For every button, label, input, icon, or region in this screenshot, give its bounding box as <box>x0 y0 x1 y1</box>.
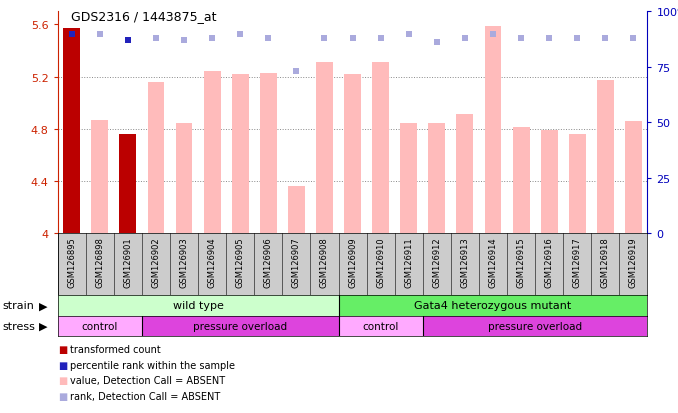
Text: stress: stress <box>2 321 35 331</box>
Text: ▶: ▶ <box>39 301 48 311</box>
Text: GSM126901: GSM126901 <box>123 236 132 287</box>
Bar <box>338 295 647 316</box>
Text: transformed count: transformed count <box>70 344 161 354</box>
Text: ■: ■ <box>58 344 67 354</box>
Bar <box>372 63 389 233</box>
Text: GSM126909: GSM126909 <box>348 236 357 287</box>
Text: ■: ■ <box>58 375 67 385</box>
Bar <box>148 83 164 233</box>
Text: GSM126906: GSM126906 <box>264 236 273 287</box>
Bar <box>176 124 193 233</box>
Bar <box>203 72 220 233</box>
Text: GSM126895: GSM126895 <box>67 236 76 287</box>
Bar <box>423 316 647 337</box>
Bar <box>119 135 136 233</box>
Text: value, Detection Call = ABSENT: value, Detection Call = ABSENT <box>70 375 225 385</box>
Text: GSM126918: GSM126918 <box>601 236 610 287</box>
Text: GSM126905: GSM126905 <box>236 236 245 287</box>
Text: GSM126911: GSM126911 <box>404 236 413 287</box>
Bar <box>625 121 642 233</box>
Text: control: control <box>363 321 399 331</box>
Bar <box>142 316 338 337</box>
Text: GSM126919: GSM126919 <box>629 236 638 287</box>
Bar <box>485 27 502 233</box>
Text: GDS2316 / 1443875_at: GDS2316 / 1443875_at <box>71 10 217 23</box>
Text: rank, Detection Call = ABSENT: rank, Detection Call = ABSENT <box>70 391 220 401</box>
Bar <box>58 316 142 337</box>
Bar <box>92 120 108 233</box>
Bar <box>569 135 586 233</box>
Text: Gata4 heterozygous mutant: Gata4 heterozygous mutant <box>414 301 572 311</box>
Text: control: control <box>81 321 118 331</box>
Bar <box>338 316 423 337</box>
Text: GSM126913: GSM126913 <box>460 236 469 287</box>
Text: ▶: ▶ <box>39 321 48 331</box>
Bar <box>316 63 333 233</box>
Text: GSM126908: GSM126908 <box>320 236 329 287</box>
Bar <box>260 74 277 233</box>
Text: wild type: wild type <box>173 301 224 311</box>
Text: percentile rank within the sample: percentile rank within the sample <box>70 360 235 370</box>
Text: GSM126916: GSM126916 <box>544 236 554 287</box>
Text: ■: ■ <box>58 360 67 370</box>
Bar <box>513 128 530 233</box>
Text: GSM126914: GSM126914 <box>489 236 498 287</box>
Bar <box>456 115 473 233</box>
Text: GSM126912: GSM126912 <box>433 236 441 287</box>
Bar <box>58 295 338 316</box>
Text: GSM126910: GSM126910 <box>376 236 385 287</box>
Bar <box>541 131 557 233</box>
Bar <box>344 75 361 233</box>
Text: pressure overload: pressure overload <box>488 321 582 331</box>
Bar <box>428 124 445 233</box>
Bar <box>63 29 80 233</box>
Bar <box>597 81 614 233</box>
Text: GSM126903: GSM126903 <box>180 236 188 287</box>
Text: GSM126917: GSM126917 <box>573 236 582 287</box>
Text: strain: strain <box>2 301 34 311</box>
Text: GSM126907: GSM126907 <box>292 236 301 287</box>
Bar <box>288 187 305 233</box>
Bar <box>400 124 417 233</box>
Text: GSM126902: GSM126902 <box>151 236 161 287</box>
Text: GSM126915: GSM126915 <box>517 236 525 287</box>
Text: GSM126898: GSM126898 <box>96 236 104 287</box>
Bar <box>232 75 249 233</box>
Text: ■: ■ <box>58 391 67 401</box>
Text: GSM126904: GSM126904 <box>207 236 216 287</box>
Text: pressure overload: pressure overload <box>193 321 287 331</box>
